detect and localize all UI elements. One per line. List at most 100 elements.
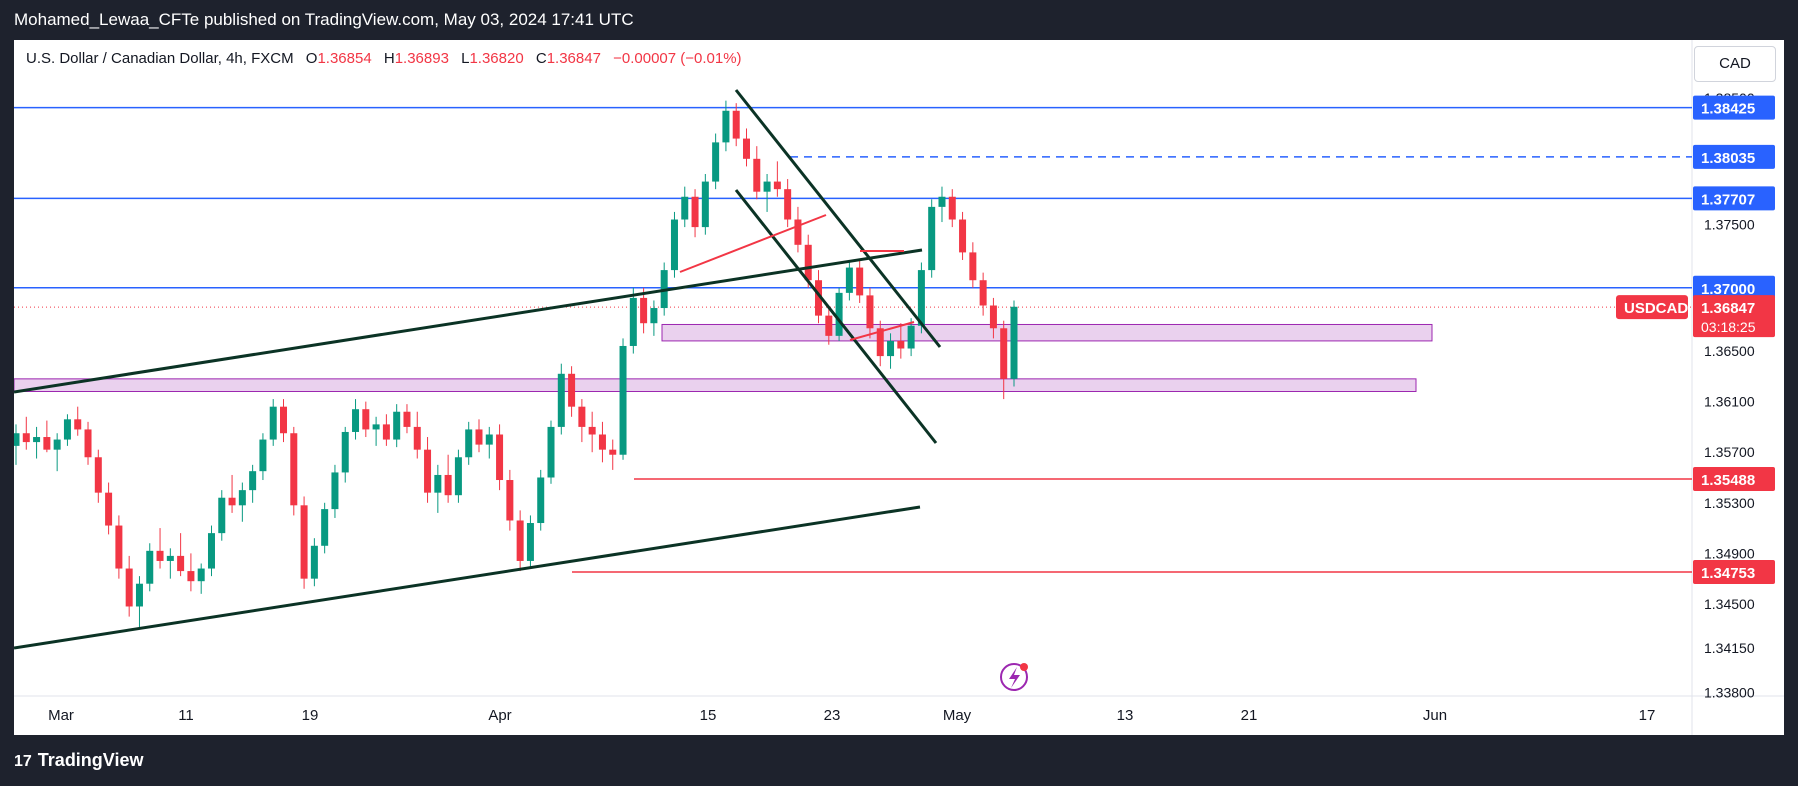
neckline-red — [849, 321, 915, 341]
event-dot — [1020, 663, 1028, 671]
candle — [1000, 320, 1008, 400]
candle-body — [382, 424, 390, 440]
candle-body — [568, 373, 576, 407]
candle — [959, 211, 967, 260]
candle-body — [1010, 306, 1018, 379]
candle — [845, 259, 853, 301]
candle — [475, 419, 483, 453]
candle-body — [742, 138, 750, 159]
candle-body — [804, 244, 812, 281]
candle-body — [146, 550, 154, 584]
candle-body — [352, 409, 360, 432]
time-tick-label: 17 — [1639, 707, 1656, 724]
time-tick-label: Apr — [488, 707, 511, 724]
candle-body — [928, 206, 936, 271]
price-level-badge — [1693, 144, 1775, 169]
candle — [454, 449, 462, 503]
countdown-label: 03:18:25 — [1701, 319, 1756, 335]
candle — [969, 242, 977, 288]
candle — [280, 399, 288, 443]
price-tick-label: 1.37500 — [1704, 217, 1755, 233]
close-value: 1.36847 — [546, 50, 601, 67]
candle-body — [22, 433, 30, 443]
candle-body — [249, 471, 257, 491]
currency-button[interactable]: CAD — [1694, 46, 1776, 82]
chart-panel[interactable]: 1.385001.375001.365001.361001.357001.353… — [14, 40, 1784, 735]
candle-body — [681, 196, 689, 220]
candle-body — [794, 219, 802, 245]
candle — [434, 464, 442, 513]
candle-body — [773, 181, 781, 190]
candle-body — [207, 533, 215, 569]
price-tick-label: 1.33800 — [1704, 684, 1755, 700]
candle — [650, 300, 658, 336]
time-tick-label: 13 — [1117, 707, 1134, 724]
price-level-badge-label: 1.34753 — [1701, 565, 1755, 582]
candle-body — [310, 545, 318, 579]
candle-body — [907, 325, 915, 349]
candle-body — [856, 267, 864, 296]
price-level-badge — [1693, 275, 1775, 300]
candle-body — [712, 142, 720, 182]
candle-body — [979, 280, 987, 306]
candle — [825, 308, 833, 345]
candle-body — [650, 308, 658, 324]
publisher-line: Mohamed_Lewaa_CFTe published on TradingV… — [14, 10, 634, 29]
candle — [753, 146, 761, 200]
candle — [691, 189, 699, 238]
tradingview-logo-icon: 17 — [14, 753, 32, 770]
candle — [352, 399, 360, 440]
price-tick-label: 1.36500 — [1704, 343, 1755, 359]
candle — [712, 133, 720, 190]
price-tick-label: 1.35700 — [1704, 444, 1755, 460]
candle — [33, 426, 41, 459]
candle-body — [166, 555, 174, 561]
candle-body — [434, 474, 442, 493]
candle — [372, 416, 380, 446]
candle-body — [424, 449, 432, 493]
price-tick-label: 1.34900 — [1704, 545, 1755, 561]
candle — [876, 320, 884, 367]
candle-body — [784, 189, 792, 220]
price-level-badge-label: 1.35488 — [1701, 472, 1755, 489]
candle — [640, 287, 648, 334]
candle-body — [228, 497, 236, 506]
candle-body — [557, 373, 565, 427]
open-label: O — [305, 50, 318, 67]
candle — [290, 426, 298, 516]
price-level-badge-label: 1.37000 — [1701, 281, 1755, 298]
candle-body — [269, 406, 277, 440]
price-level-badge — [1693, 186, 1775, 211]
candle — [125, 555, 133, 617]
candle — [609, 439, 617, 470]
candle-body — [887, 340, 895, 357]
candle-body — [362, 409, 370, 430]
candle — [742, 128, 750, 167]
low-label: L — [461, 50, 470, 67]
candle-body — [516, 520, 524, 561]
candle-body — [372, 424, 380, 430]
candle — [835, 287, 843, 341]
candle — [526, 515, 534, 569]
price-chart[interactable]: 1.385001.375001.365001.361001.357001.353… — [14, 40, 1784, 735]
candle-body — [763, 181, 771, 192]
price-axis-background — [1692, 40, 1784, 735]
candle — [403, 404, 411, 434]
price-tick-label: 1.35300 — [1704, 495, 1755, 511]
candle-body — [588, 426, 596, 435]
candle-body — [496, 434, 504, 481]
candle — [537, 469, 545, 531]
candle-body — [598, 434, 606, 450]
candle-body — [125, 568, 133, 607]
candle — [249, 464, 257, 503]
candle — [156, 528, 164, 569]
candle — [578, 399, 586, 443]
candle-body — [63, 419, 71, 440]
channel-line-lower — [734, 189, 938, 444]
candle-body — [948, 196, 956, 220]
candle — [557, 363, 565, 435]
time-tick-label: 21 — [1241, 707, 1258, 724]
candle — [444, 454, 452, 503]
trendline-upper — [14, 248, 923, 394]
candle — [146, 543, 154, 592]
